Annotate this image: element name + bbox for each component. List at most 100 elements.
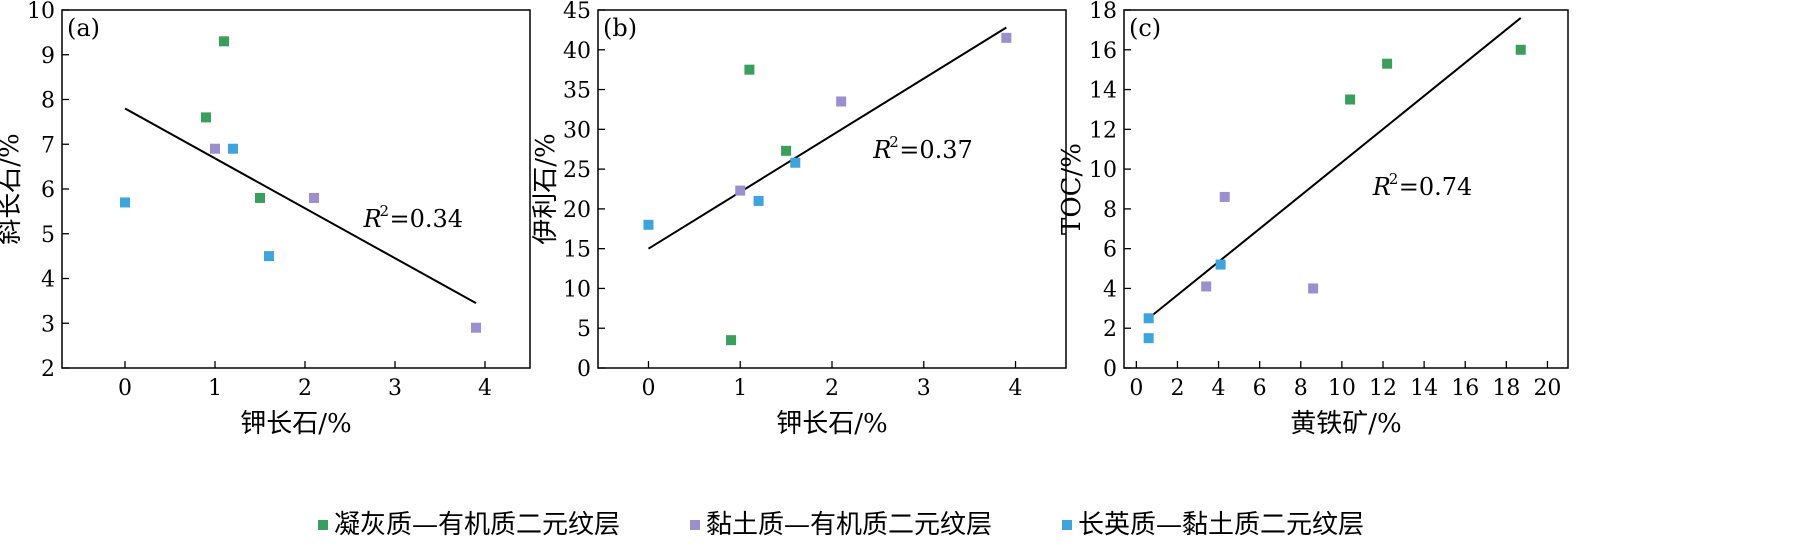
x-tick-label: 4 <box>478 376 492 401</box>
panel-label: (c) <box>1129 14 1161 42</box>
y-tick-label: 9 <box>41 44 55 69</box>
r2-value: =0.37 <box>899 136 973 164</box>
y-tick-label: 16 <box>1089 39 1117 64</box>
x-tick-label: 2 <box>298 376 312 401</box>
x-tick-label: 4 <box>1009 376 1023 401</box>
x-tick-label: 2 <box>825 376 839 401</box>
legend-label: 长英质—黏土质二元纹层 <box>1078 510 1364 540</box>
y-tick-label: 35 <box>563 79 591 104</box>
y-tick-label: 40 <box>563 39 591 64</box>
r2-superscript: 2 <box>380 202 390 220</box>
x-axis-title: 钾长石/% <box>240 409 351 439</box>
data-point-green <box>726 335 737 346</box>
x-tick-label: 0 <box>1129 376 1143 401</box>
x-tick-label: 2 <box>1170 376 1184 401</box>
r2-symbol: R <box>363 205 382 233</box>
y-tick-label: 30 <box>563 118 591 143</box>
panel-label: (b) <box>603 14 637 42</box>
y-tick-label: 6 <box>1103 238 1117 263</box>
x-tick-label: 12 <box>1369 376 1397 401</box>
data-point-blue <box>1215 259 1226 270</box>
data-point-purple <box>1308 283 1319 294</box>
data-point-purple <box>1219 191 1230 202</box>
x-tick-label: 20 <box>1533 376 1561 401</box>
r2-annotation: R2 =0.74 <box>1372 170 1473 201</box>
y-tick-label: 2 <box>1103 317 1117 342</box>
r2-superscript: 2 <box>889 133 899 151</box>
data-point-green <box>744 64 755 75</box>
y-tick-label: 0 <box>577 357 591 382</box>
panel-label: (a) <box>67 14 100 42</box>
x-tick-label: 0 <box>641 376 655 401</box>
y-tick-label: 5 <box>577 317 591 342</box>
data-point-green <box>1515 44 1526 55</box>
data-point-purple <box>735 185 746 196</box>
plot-frame <box>597 9 1067 369</box>
data-point-green <box>219 36 229 47</box>
y-tick-label: 15 <box>563 238 591 263</box>
y-tick-label: 0 <box>1103 357 1117 382</box>
y-axis-title: TOC/% <box>1057 143 1087 235</box>
legend-label: 黏土质—有机质二元纹层 <box>706 510 992 540</box>
fit-line <box>1148 17 1522 320</box>
r2-symbol: R <box>1372 173 1391 201</box>
legend: 凝灰质—有机质二元纹层 黏土质—有机质二元纹层 长英质—黏土质二元纹层 <box>318 510 1364 540</box>
legend-marker-blue <box>1062 520 1072 530</box>
x-tick-label: 1 <box>733 376 747 401</box>
data-point-blue <box>643 219 654 230</box>
data-point-blue <box>228 143 238 154</box>
y-tick-label: 25 <box>563 158 591 183</box>
r2-superscript: 2 <box>1389 170 1399 188</box>
x-axis-title: 钾长石/% <box>776 409 887 439</box>
data-point-purple <box>471 322 481 333</box>
y-axis-title: 伊利石/% <box>531 133 561 244</box>
x-tick-label: 6 <box>1253 376 1267 401</box>
plot-frame <box>1123 9 1569 369</box>
fit-line <box>647 26 1007 250</box>
panel-c: 0 2 4 6 8 10 12 14 16 18 20 0 2 4 6 8 10 12 14 16 18 黄铁矿/% TOC… <box>1057 0 1569 439</box>
y-tick-label: 7 <box>41 133 55 158</box>
x-axis-title: 黄铁矿/% <box>1290 409 1401 439</box>
x-tick-label: 3 <box>917 376 931 401</box>
fit-line <box>124 107 477 304</box>
y-tick-label: 5 <box>41 223 55 248</box>
data-point-purple <box>309 192 319 203</box>
x-tick-label: 18 <box>1492 376 1520 401</box>
y-axis-title: 斜长石/% <box>0 133 25 244</box>
y-tick-label: 10 <box>1089 158 1117 183</box>
data-point-blue <box>1143 333 1154 344</box>
data-point-blue <box>120 197 130 208</box>
r2-annotation: R2 =0.34 <box>363 202 464 233</box>
data-point-blue <box>1143 313 1154 324</box>
x-tick-label: 14 <box>1410 376 1438 401</box>
legend-marker-green <box>318 520 328 530</box>
legend-label: 凝灰质—有机质二元纹层 <box>334 510 620 540</box>
data-point-blue <box>753 195 764 206</box>
legend-marker-purple <box>690 520 700 530</box>
y-tick-label: 4 <box>41 268 55 293</box>
y-tick-label: 4 <box>1103 277 1117 302</box>
data-point-green <box>201 112 211 123</box>
y-tick-label: 20 <box>563 198 591 223</box>
data-point-green <box>781 145 792 156</box>
x-tick-label: 1 <box>208 376 222 401</box>
data-point-purple <box>836 96 847 107</box>
y-tick-label: 10 <box>27 0 55 24</box>
data-point-blue <box>790 157 801 168</box>
x-tick-label: 4 <box>1212 376 1226 401</box>
x-tick-label: 8 <box>1294 376 1308 401</box>
y-tick-label: 10 <box>563 277 591 302</box>
y-tick-label: 18 <box>1089 0 1117 24</box>
r2-symbol: R <box>872 136 891 164</box>
r2-value: =0.74 <box>1399 173 1473 201</box>
data-point-green <box>1382 58 1393 69</box>
r2-annotation: R2 =0.37 <box>872 133 973 164</box>
data-point-blue <box>264 251 274 262</box>
y-tick-label: 14 <box>1089 79 1117 104</box>
y-tick-label: 45 <box>563 0 591 24</box>
data-point-purple <box>210 143 220 154</box>
y-tick-label: 3 <box>41 312 55 337</box>
x-tick-label: 10 <box>1328 376 1356 401</box>
